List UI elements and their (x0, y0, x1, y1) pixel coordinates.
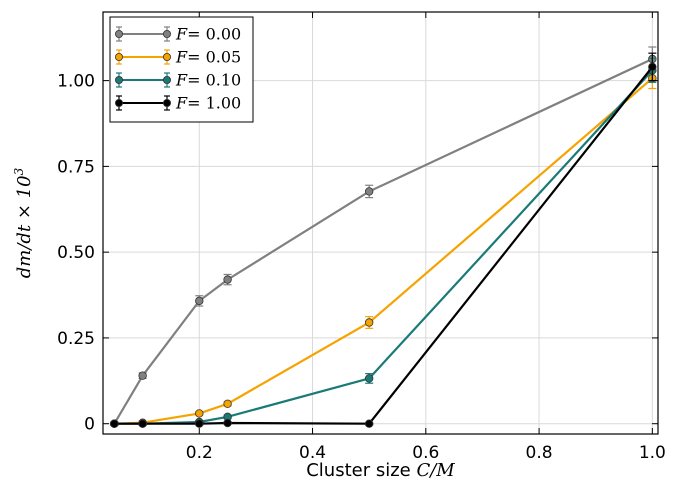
data-point (138, 419, 147, 428)
y-tick-label: 0.25 (57, 329, 95, 349)
data-point (364, 419, 374, 428)
legend-item: F= 0.00 (115, 25, 241, 44)
y-tick-label: 0.50 (57, 243, 95, 263)
data-point (364, 318, 374, 327)
series-line (114, 69, 654, 425)
data-point (110, 419, 119, 428)
data-point (364, 374, 374, 383)
plot-frame (102, 11, 659, 435)
legend-label: F= 0.10 (175, 71, 241, 90)
y-axis-label: dm/dt × 103 (12, 167, 35, 278)
legend-marker (162, 76, 171, 85)
legend: F= 0.00 F= 0.05 F= 0.10 F= 1.00 (109, 16, 254, 123)
legend-marker (115, 29, 124, 38)
legend-label: F= 1.00 (175, 94, 241, 113)
x-tick-label: 0.6 (412, 443, 439, 463)
data-point (648, 62, 657, 72)
plot-series (110, 46, 657, 428)
data-point (364, 187, 374, 196)
series-line (114, 66, 654, 425)
data-point (195, 419, 204, 428)
data-point (195, 296, 204, 306)
series-group (110, 52, 657, 428)
legend-marker (162, 99, 171, 108)
x-tick-label: 0.2 (186, 443, 213, 463)
legend-label: F= 0.00 (175, 25, 241, 44)
legend-marker (115, 76, 124, 85)
data-point (195, 409, 204, 418)
legend-marker (115, 99, 124, 108)
x-tick-label: 0.4 (299, 443, 326, 463)
y-tick-label: 0 (84, 415, 95, 435)
y-tick-label: 1.00 (57, 72, 95, 92)
y-tick-label: 0.75 (57, 157, 95, 177)
data-point (223, 275, 232, 284)
x-tick-label: 0.8 (526, 443, 553, 463)
legend-item: F= 0.05 (115, 48, 241, 67)
series-line (114, 77, 654, 425)
legend-label: F= 0.05 (175, 48, 241, 67)
legend-marker (162, 53, 171, 62)
legend-item: F= 1.00 (115, 94, 241, 113)
data-point (138, 371, 147, 380)
data-point (223, 418, 232, 428)
axis-ticks: 0.2 0.4 0.6 0.8 1.000.250.500.751.00 (57, 12, 666, 463)
legend-item: F= 0.10 (115, 71, 241, 90)
legend-marker (115, 53, 124, 62)
series-line (113, 58, 653, 425)
legend-marker (162, 29, 171, 38)
x-tick-label: 1.0 (639, 443, 666, 463)
data-point (223, 399, 232, 409)
x-axis-label: Cluster size C/M (306, 460, 455, 481)
